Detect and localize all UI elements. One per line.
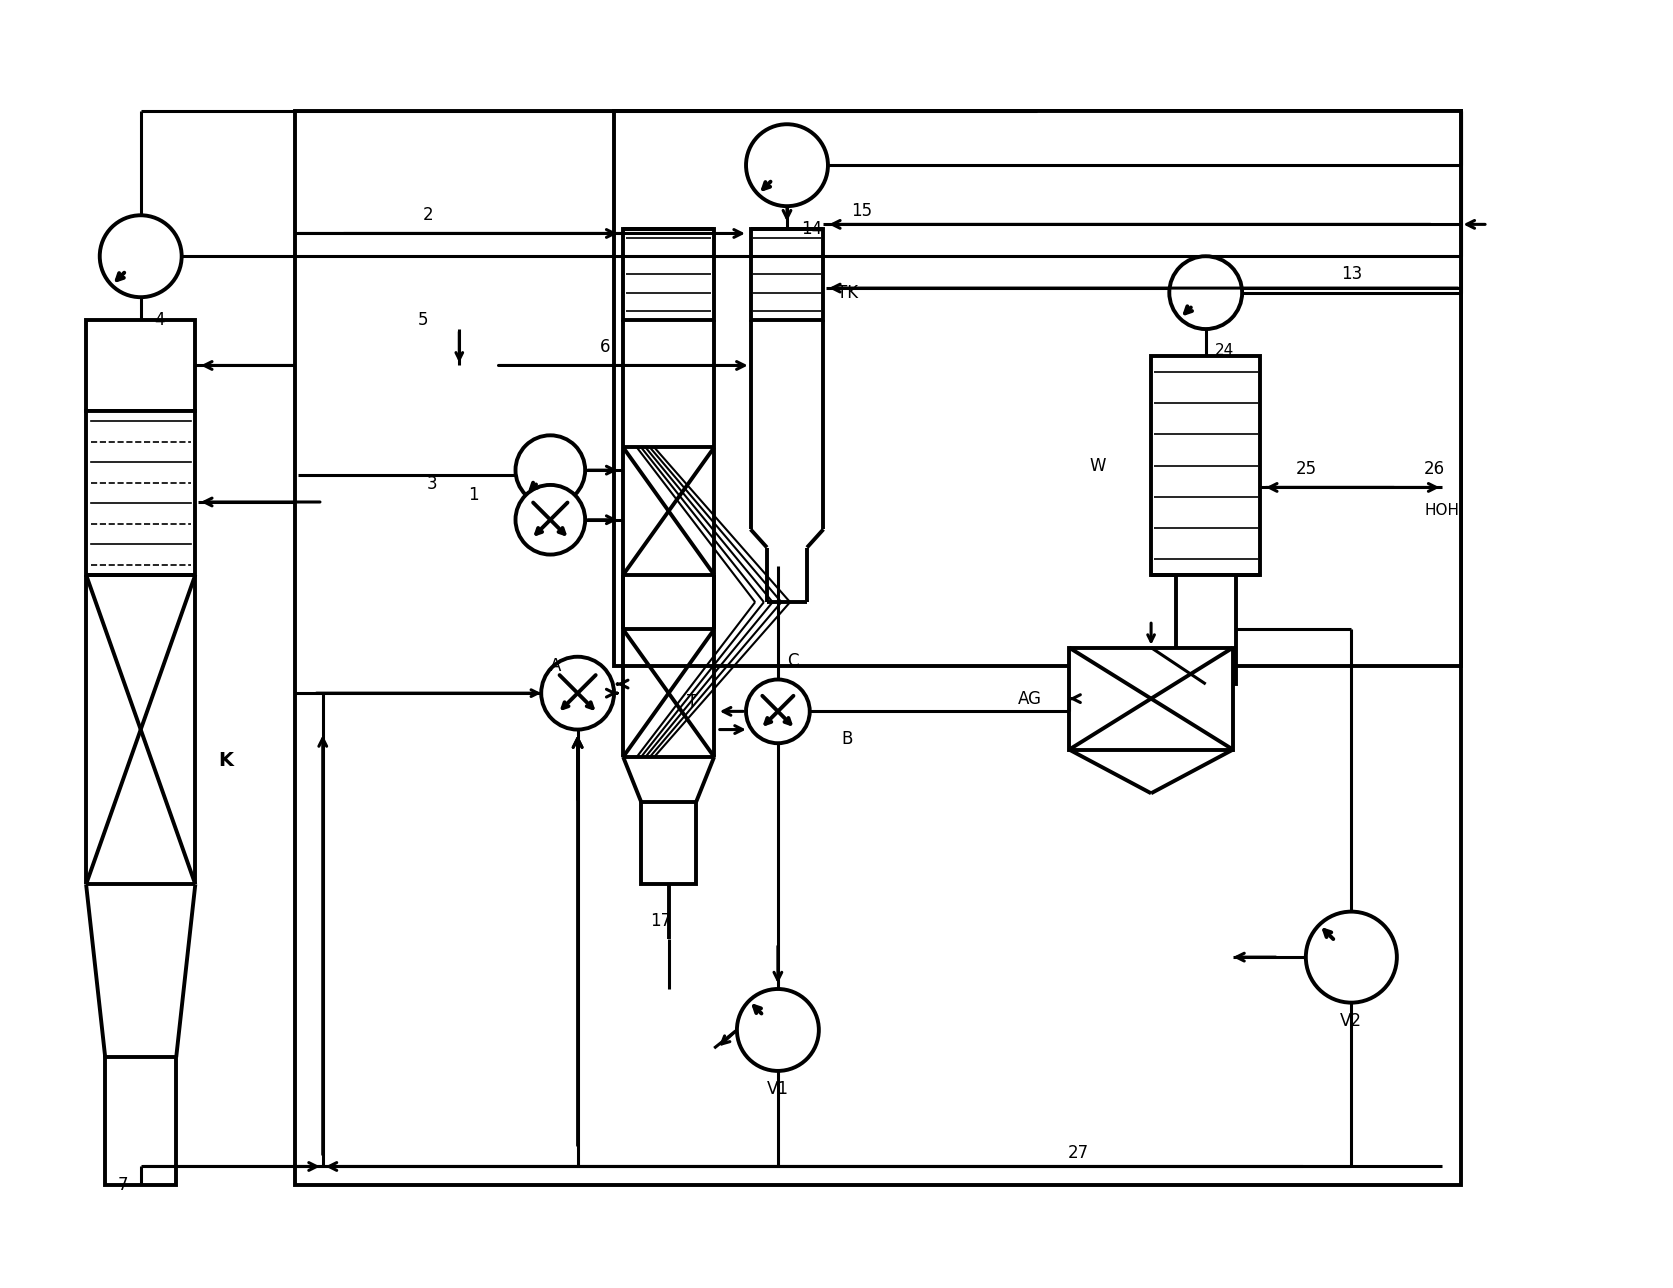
Text: 27: 27 <box>1067 1144 1087 1162</box>
Bar <box>85 319 196 411</box>
Circle shape <box>736 989 818 1070</box>
Circle shape <box>1305 912 1395 1002</box>
Text: T: T <box>686 693 696 711</box>
Circle shape <box>1169 256 1241 328</box>
Text: 26: 26 <box>1424 460 1444 478</box>
Circle shape <box>515 486 586 555</box>
Bar <box>1174 574 1235 684</box>
Text: 13: 13 <box>1340 265 1362 283</box>
Text: K: K <box>217 751 233 770</box>
Bar <box>85 411 196 574</box>
Text: B: B <box>842 730 853 747</box>
Text: 15: 15 <box>850 202 872 220</box>
Circle shape <box>746 680 810 743</box>
Bar <box>641 802 696 885</box>
Circle shape <box>746 124 828 206</box>
Text: 5: 5 <box>417 310 428 328</box>
Bar <box>105 1057 176 1185</box>
Text: V1: V1 <box>766 1081 788 1099</box>
Text: 2: 2 <box>423 206 433 224</box>
Bar <box>1069 648 1233 750</box>
Bar <box>750 229 823 319</box>
Bar <box>614 111 1461 666</box>
Bar <box>622 229 714 319</box>
Text: W: W <box>1089 456 1104 474</box>
Text: 1: 1 <box>468 486 478 504</box>
Text: V2: V2 <box>1340 1012 1362 1030</box>
Circle shape <box>540 657 614 729</box>
Text: 24: 24 <box>1215 343 1233 358</box>
Text: TK: TK <box>836 283 858 301</box>
Text: A: A <box>550 657 562 675</box>
Text: 4: 4 <box>154 310 164 328</box>
Circle shape <box>100 215 182 298</box>
Text: HOH: HOH <box>1424 502 1459 518</box>
Text: AG: AG <box>1017 689 1041 707</box>
Text: 6: 6 <box>599 339 611 357</box>
Circle shape <box>515 435 586 505</box>
Text: 25: 25 <box>1295 460 1315 478</box>
Text: 7: 7 <box>117 1176 127 1194</box>
Text: 14: 14 <box>800 220 821 238</box>
Text: 17: 17 <box>651 912 671 930</box>
Bar <box>294 111 1461 1185</box>
Bar <box>1151 357 1260 574</box>
Text: C: C <box>786 653 798 670</box>
Text: 3: 3 <box>427 475 437 493</box>
